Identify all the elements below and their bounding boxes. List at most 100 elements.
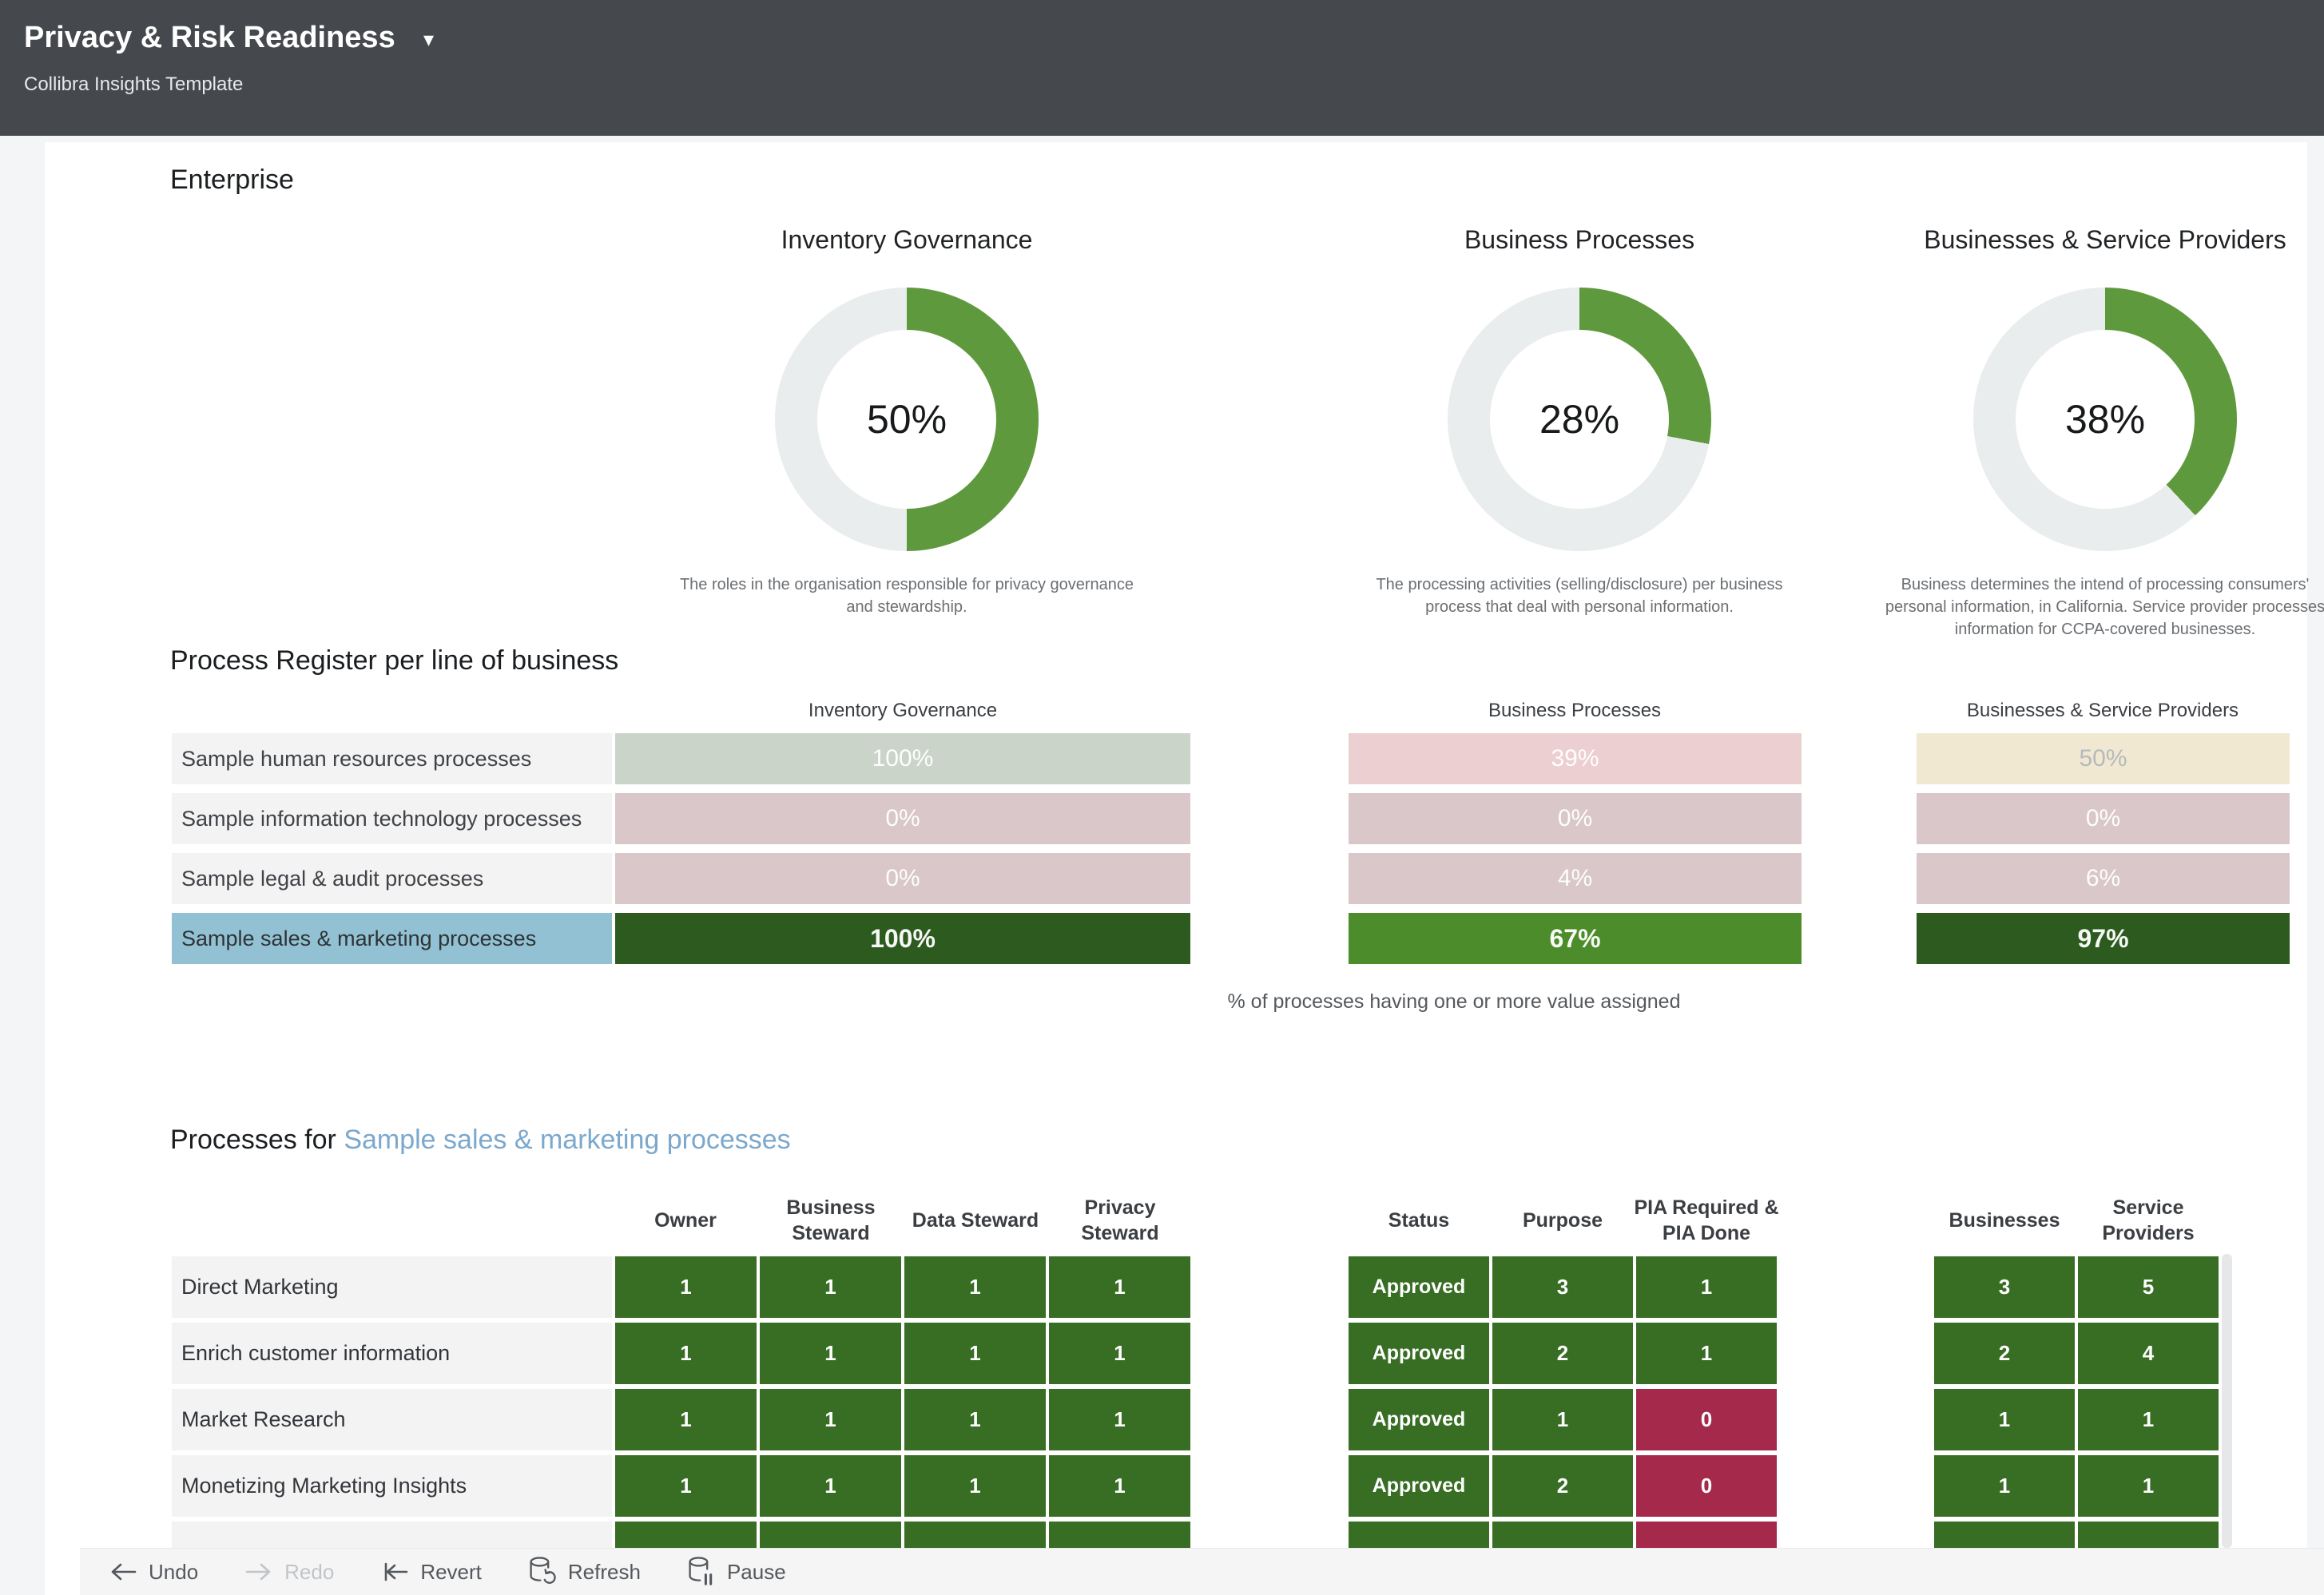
purpose-count-cell[interactable] xyxy=(1492,1522,1633,1548)
businesses-count-cell[interactable]: 2 xyxy=(1934,1323,2075,1384)
donut-hole: 38% xyxy=(2016,330,2195,509)
steward-count-cell[interactable]: 1 xyxy=(904,1389,1046,1450)
arrow-left-icon xyxy=(109,1561,137,1582)
steward-count-cell[interactable]: 1 xyxy=(760,1455,901,1517)
steward-count-cell[interactable]: 1 xyxy=(615,1323,757,1384)
steward-count-cell[interactable] xyxy=(760,1522,901,1548)
process-register-row-label[interactable]: Sample human resources processes xyxy=(172,733,612,784)
steward-count-cell[interactable]: 1 xyxy=(904,1455,1046,1517)
steward-count-cell[interactable] xyxy=(1049,1522,1190,1548)
pause-button[interactable]: Pause xyxy=(687,1556,786,1588)
steward-count-cell[interactable]: 1 xyxy=(1049,1256,1190,1318)
businesses-count-cell[interactable]: 3 xyxy=(1934,1256,2075,1318)
purpose-count-cell[interactable]: 2 xyxy=(1492,1323,1633,1384)
process-row-label: Market Research xyxy=(172,1389,612,1450)
steward-count-cell[interactable] xyxy=(615,1522,757,1548)
steward-count-cell[interactable]: 1 xyxy=(760,1256,901,1318)
status-cell[interactable]: Approved xyxy=(1349,1455,1489,1517)
vertical-scrollbar[interactable] xyxy=(2222,1254,2232,1548)
pia-count-cell[interactable]: 1 xyxy=(1636,1323,1777,1384)
toolbar-button-label: Refresh xyxy=(567,1559,641,1584)
service-providers-count-cell[interactable]: 1 xyxy=(2078,1389,2219,1450)
undo-button[interactable]: Undo xyxy=(109,1560,198,1585)
businesses-count-cell[interactable]: 1 xyxy=(1934,1455,2075,1517)
steward-count-cell[interactable] xyxy=(904,1522,1046,1548)
purpose-count-cell[interactable]: 2 xyxy=(1492,1455,1633,1517)
service-providers-count-cell[interactable]: 4 xyxy=(2078,1323,2219,1384)
donut-percent-value: 28% xyxy=(1539,397,1620,442)
processes-heading-link[interactable]: Sample sales & marketing processes xyxy=(344,1125,791,1155)
businesses-count-cell[interactable]: 1 xyxy=(1934,1389,2075,1450)
process-register-value-cell[interactable]: 50% xyxy=(1917,733,2290,784)
pia-count-cell[interactable]: 0 xyxy=(1636,1455,1777,1517)
process-register-heading: Process Register per line of business xyxy=(170,645,619,676)
processes-column-header: Owner xyxy=(654,1209,717,1232)
page-title: Privacy & Risk Readiness xyxy=(24,21,395,54)
donut-title: Business Processes xyxy=(1464,225,1695,254)
chevron-down-icon[interactable]: ▾ xyxy=(423,27,435,51)
process-register-value-cell[interactable]: 0% xyxy=(615,853,1190,904)
process-register-value-cell[interactable]: 100% xyxy=(615,913,1190,964)
steward-count-cell[interactable]: 1 xyxy=(1049,1455,1190,1517)
process-register-value-cell[interactable]: 0% xyxy=(1349,793,1802,844)
process-register-value-cell[interactable]: 97% xyxy=(1917,913,2290,964)
processes-column-header: Purpose xyxy=(1522,1209,1603,1232)
service-providers-count-cell[interactable]: 1 xyxy=(2078,1455,2219,1517)
processes-heading-prefix: Processes for xyxy=(170,1125,344,1155)
pia-count-cell[interactable]: 0 xyxy=(1636,1389,1777,1450)
donut-description: Business determines the intend of proces… xyxy=(1885,576,2324,638)
refresh-button[interactable]: Refresh xyxy=(528,1556,641,1588)
process-register-value-cell[interactable]: 39% xyxy=(1349,733,1802,784)
process-register-value-cell[interactable]: 100% xyxy=(615,733,1190,784)
process-register-column-header: Business Processes xyxy=(1488,700,1662,721)
status-cell[interactable]: Approved xyxy=(1349,1389,1489,1450)
status-cell[interactable]: Approved xyxy=(1349,1323,1489,1384)
status-cell[interactable]: Approved xyxy=(1349,1256,1489,1318)
donut-chart: 50% xyxy=(775,288,1039,551)
process-register-value-cell[interactable]: 0% xyxy=(615,793,1190,844)
steward-count-cell[interactable]: 1 xyxy=(904,1323,1046,1384)
process-register-value-cell[interactable]: 4% xyxy=(1349,853,1802,904)
process-register-column-header: Businesses & Service Providers xyxy=(1966,700,2239,721)
process-register-value-cell[interactable]: 67% xyxy=(1349,913,1802,964)
steward-count-cell[interactable]: 1 xyxy=(615,1256,757,1318)
donut-chart: 38% xyxy=(1973,288,2237,551)
page-subtitle: Collibra Insights Template xyxy=(24,73,244,95)
donut-percent-value: 38% xyxy=(2064,397,2146,442)
steward-count-cell[interactable]: 1 xyxy=(615,1455,757,1517)
steward-count-cell[interactable]: 1 xyxy=(760,1389,901,1450)
steward-count-cell[interactable]: 1 xyxy=(904,1256,1046,1318)
steward-count-cell[interactable]: 1 xyxy=(760,1323,901,1384)
process-register-row-label[interactable]: Sample sales & marketing processes xyxy=(172,913,612,964)
arrow-right-icon xyxy=(244,1561,273,1582)
process-row-label: Monetizing Marketing Insights xyxy=(172,1455,612,1517)
arrow-bar-left-icon xyxy=(380,1561,409,1582)
revert-button[interactable]: Revert xyxy=(380,1560,482,1585)
businesses-count-cell[interactable] xyxy=(1934,1522,2075,1548)
donut-chart: 28% xyxy=(1448,288,1711,551)
steward-count-cell[interactable]: 1 xyxy=(1049,1323,1190,1384)
database-pause-icon xyxy=(687,1556,716,1588)
process-register-row-label[interactable]: Sample information technology processes xyxy=(172,793,612,844)
toolbar-button-label: Redo xyxy=(284,1559,335,1584)
app-header: Privacy & Risk Readiness ▾ Collibra Insi… xyxy=(0,0,2324,136)
enterprise-heading: Enterprise xyxy=(170,165,294,195)
process-register-value-cell[interactable]: 0% xyxy=(1917,793,2290,844)
donut-title: Inventory Governance xyxy=(781,225,1033,254)
status-cell[interactable] xyxy=(1349,1522,1489,1548)
steward-count-cell[interactable]: 1 xyxy=(1049,1389,1190,1450)
processes-column-header: Data Steward xyxy=(912,1209,1039,1232)
process-register-value-cell[interactable]: 6% xyxy=(1917,853,2290,904)
process-register-row-label[interactable]: Sample legal & audit processes xyxy=(172,853,612,904)
service-providers-count-cell[interactable] xyxy=(2078,1522,2219,1548)
service-providers-count-cell[interactable]: 5 xyxy=(2078,1256,2219,1318)
steward-count-cell[interactable]: 1 xyxy=(615,1389,757,1450)
bottom-toolbar: Undo Redo Revert Refresh Pause xyxy=(80,1548,2324,1595)
redo-button[interactable]: Redo xyxy=(244,1560,334,1585)
pia-count-cell[interactable]: 1 xyxy=(1636,1256,1777,1318)
purpose-count-cell[interactable]: 3 xyxy=(1492,1256,1633,1318)
processes-column-header: Business Steward xyxy=(786,1196,876,1244)
pia-count-cell[interactable] xyxy=(1636,1522,1777,1548)
purpose-count-cell[interactable]: 1 xyxy=(1492,1389,1633,1450)
